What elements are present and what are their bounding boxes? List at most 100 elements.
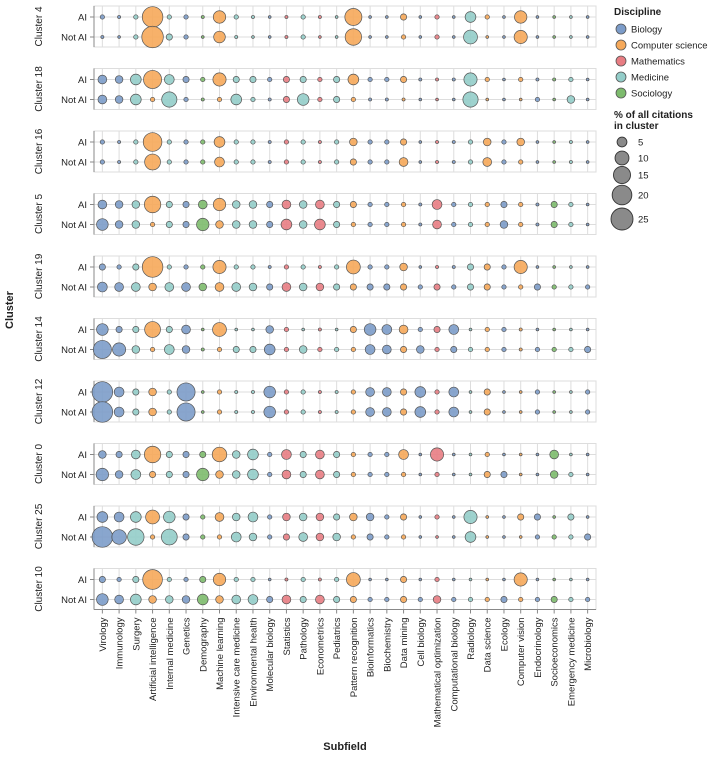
bubble-cluster-25-ai-socioeconomics <box>552 515 556 519</box>
bubble-cluster-4-not-ai-environmental-health <box>251 35 255 39</box>
legend: Discipline Biology Computer science Mathema… <box>610 7 708 231</box>
legend-size-label-25: 25 <box>638 215 649 226</box>
bubble-cluster-10-not-ai-demography <box>197 593 209 606</box>
legend-swatch-mathematics <box>615 55 627 67</box>
bubble-cluster-5-ai-biochemistry <box>384 201 390 208</box>
bubble-cluster-16-not-ai-emergency-medicine <box>568 160 573 164</box>
bubble-cluster-25-not-ai-emergency-medicine <box>568 534 574 540</box>
bubble-cluster-18-not-ai-emergency-medicine <box>566 95 576 104</box>
bubble-cluster-25-not-ai-internal-medicine <box>161 528 178 546</box>
bubble-cluster-16-not-ai-data-mining <box>398 157 409 167</box>
bubble-cluster-14-not-ai-virology <box>92 340 112 359</box>
bubble-cluster-10-not-ai-mathematical-optimization <box>432 595 442 604</box>
bubble-cluster-10-not-ai-econometrics <box>315 594 325 605</box>
bubble-cluster-25-ai-intensive-care-medicine <box>232 512 241 522</box>
bubble-cluster-18-ai-bioinformatics <box>367 76 373 83</box>
bubble-cluster-16-ai-machine-learning <box>213 136 226 148</box>
bubble-cluster-19-not-ai-artificial-intelligence <box>148 282 157 292</box>
bubble-cluster-18-not-ai-bioinformatics <box>368 97 373 102</box>
bubble-cluster-18-not-ai-data-science <box>485 97 489 102</box>
bubble-cluster-19-not-ai-demography <box>198 282 207 292</box>
bubble-cluster-10-ai-radiology <box>468 577 473 582</box>
bubble-cluster-5-not-ai-immunology <box>114 220 124 229</box>
x-tick-label-internal-medicine: Internal medicine <box>165 618 176 690</box>
bubble-cluster-0-ai-artificial-intelligence <box>143 445 162 464</box>
bubble-cluster-19-ai-ecology <box>501 264 507 270</box>
bubble-cluster-16-ai-cell-biology <box>418 140 423 144</box>
row-label-ai: AI <box>78 13 87 24</box>
bubble-cluster-18-not-ai-internal-medicine <box>161 91 178 108</box>
bubble-cluster-12-ai-mathematical-optimization <box>434 389 440 395</box>
bubble-cluster-0-not-ai-endocrinology <box>535 472 540 477</box>
bubble-cluster-18-not-ai-artificial-intelligence <box>150 96 156 103</box>
bubble-cluster-4-ai-bioinformatics <box>368 15 372 19</box>
bubble-cluster-0-not-ai-biochemistry <box>384 471 390 478</box>
panel-grid <box>94 443 596 485</box>
bubble-cluster-0-not-ai-surgery <box>130 469 142 480</box>
bubble-cluster-10-not-ai-surgery <box>130 593 142 606</box>
bubble-cluster-14-ai-intensive-care-medicine <box>234 327 238 332</box>
bubble-cluster-4-ai-environmental-health <box>251 15 255 19</box>
panel-cluster-19: Cluster 19 AI Not AI <box>34 253 597 299</box>
bubble-cluster-16-not-ai-pediatrics <box>334 159 340 165</box>
bubble-cluster-12-ai-intensive-care-medicine <box>234 390 239 394</box>
bubble-cluster-4-not-ai-molecular-biology <box>267 35 272 39</box>
bubble-cluster-4-not-ai-data-science <box>485 35 489 39</box>
bubble-cluster-18-ai-pediatrics <box>333 76 341 83</box>
bubble-cluster-14-not-ai-pathology <box>299 345 308 354</box>
panel-grid <box>94 381 596 422</box>
bubble-cluster-19-ai-socioeconomics <box>552 265 556 269</box>
bubble-cluster-0-not-ai-internal-medicine <box>165 471 173 478</box>
bubble-cluster-16-ai-biochemistry <box>384 139 390 145</box>
bubble-cluster-25-not-ai-biochemistry <box>384 534 390 540</box>
bubble-cluster-0-not-ai-computer-vision <box>518 472 523 477</box>
bubble-cluster-4-ai-pediatrics <box>334 15 339 19</box>
bubble-cluster-14-not-ai-endocrinology <box>534 346 540 353</box>
bubble-cluster-12-ai-machine-learning <box>216 389 223 395</box>
bubble-cluster-14-not-ai-machine-learning <box>216 346 223 353</box>
bubble-cluster-10-ai-cell-biology <box>418 577 423 582</box>
bubble-cluster-25-ai-microbiology <box>585 515 590 519</box>
bubble-cluster-12-ai-genetics <box>176 382 196 402</box>
bubble-cluster-18-ai-biochemistry <box>384 76 390 83</box>
x-tick-label-cell-biology: Cell biology <box>416 617 427 666</box>
bubble-cluster-5-ai-artificial-intelligence <box>143 195 162 214</box>
bubble-cluster-14-ai-cell-biology <box>417 326 423 333</box>
bubble-cluster-19-not-ai-surgery <box>131 282 141 292</box>
bubble-cluster-4-ai-genetics <box>183 14 189 20</box>
bubble-cluster-0-not-ai-statistics <box>281 469 292 480</box>
bubble-cluster-18-ai-internal-medicine <box>164 74 175 85</box>
bubble-cluster-18-ai-emergency-medicine <box>568 76 574 83</box>
bubble-cluster-16-not-ai-pathology <box>300 159 306 165</box>
bubble-cluster-19-ai-bioinformatics <box>367 264 373 270</box>
x-tick-label-ecology: Ecology <box>499 617 510 651</box>
row-label-not-ai: Not AI <box>61 33 87 44</box>
bubble-cluster-10-ai-ecology <box>502 577 506 582</box>
bubble-cluster-0-ai-mathematical-optimization <box>430 447 444 462</box>
bubble-cluster-16-ai-computational-biology <box>451 140 456 144</box>
bubble-cluster-14-ai-surgery <box>132 326 140 333</box>
legend-size-label-20: 20 <box>638 191 649 202</box>
legend-label-computer-science: Computer science <box>631 41 708 52</box>
bubble-cluster-10-ai-biochemistry <box>385 577 389 582</box>
bubble-cluster-19-ai-intensive-care-medicine <box>233 264 239 270</box>
bubble-cluster-25-ai-machine-learning <box>214 512 225 522</box>
bubble-cluster-14-ai-data-science <box>484 326 490 333</box>
bubble-cluster-0-not-ai-radiology <box>468 472 473 477</box>
bubble-cluster-25-not-ai-radiology <box>464 531 477 543</box>
bubble-cluster-4-ai-pattern-recognition <box>344 8 363 26</box>
row-label-not-ai: Not AI <box>61 470 87 481</box>
bubble-cluster-19-not-ai-radiology <box>467 283 474 291</box>
bubble-cluster-10-not-ai-artificial-intelligence <box>148 595 157 604</box>
bubble-cluster-12-ai-artificial-intelligence <box>148 387 157 397</box>
bubble-cluster-18-not-ai-computational-biology <box>452 97 456 102</box>
bubble-cluster-19-ai-biochemistry <box>384 264 390 270</box>
bubble-cluster-16-not-ai-pattern-recognition <box>349 158 357 166</box>
bubble-cluster-25-not-ai-microbiology <box>584 533 592 541</box>
legend-swatch-sociology <box>615 87 627 99</box>
bubble-cluster-16-not-ai-computer-vision <box>518 159 524 165</box>
bubble-cluster-25-ai-cell-biology <box>418 515 423 519</box>
bubble-cluster-5-ai-radiology <box>467 201 474 208</box>
bubble-cluster-4-not-ai-machine-learning <box>213 30 226 44</box>
